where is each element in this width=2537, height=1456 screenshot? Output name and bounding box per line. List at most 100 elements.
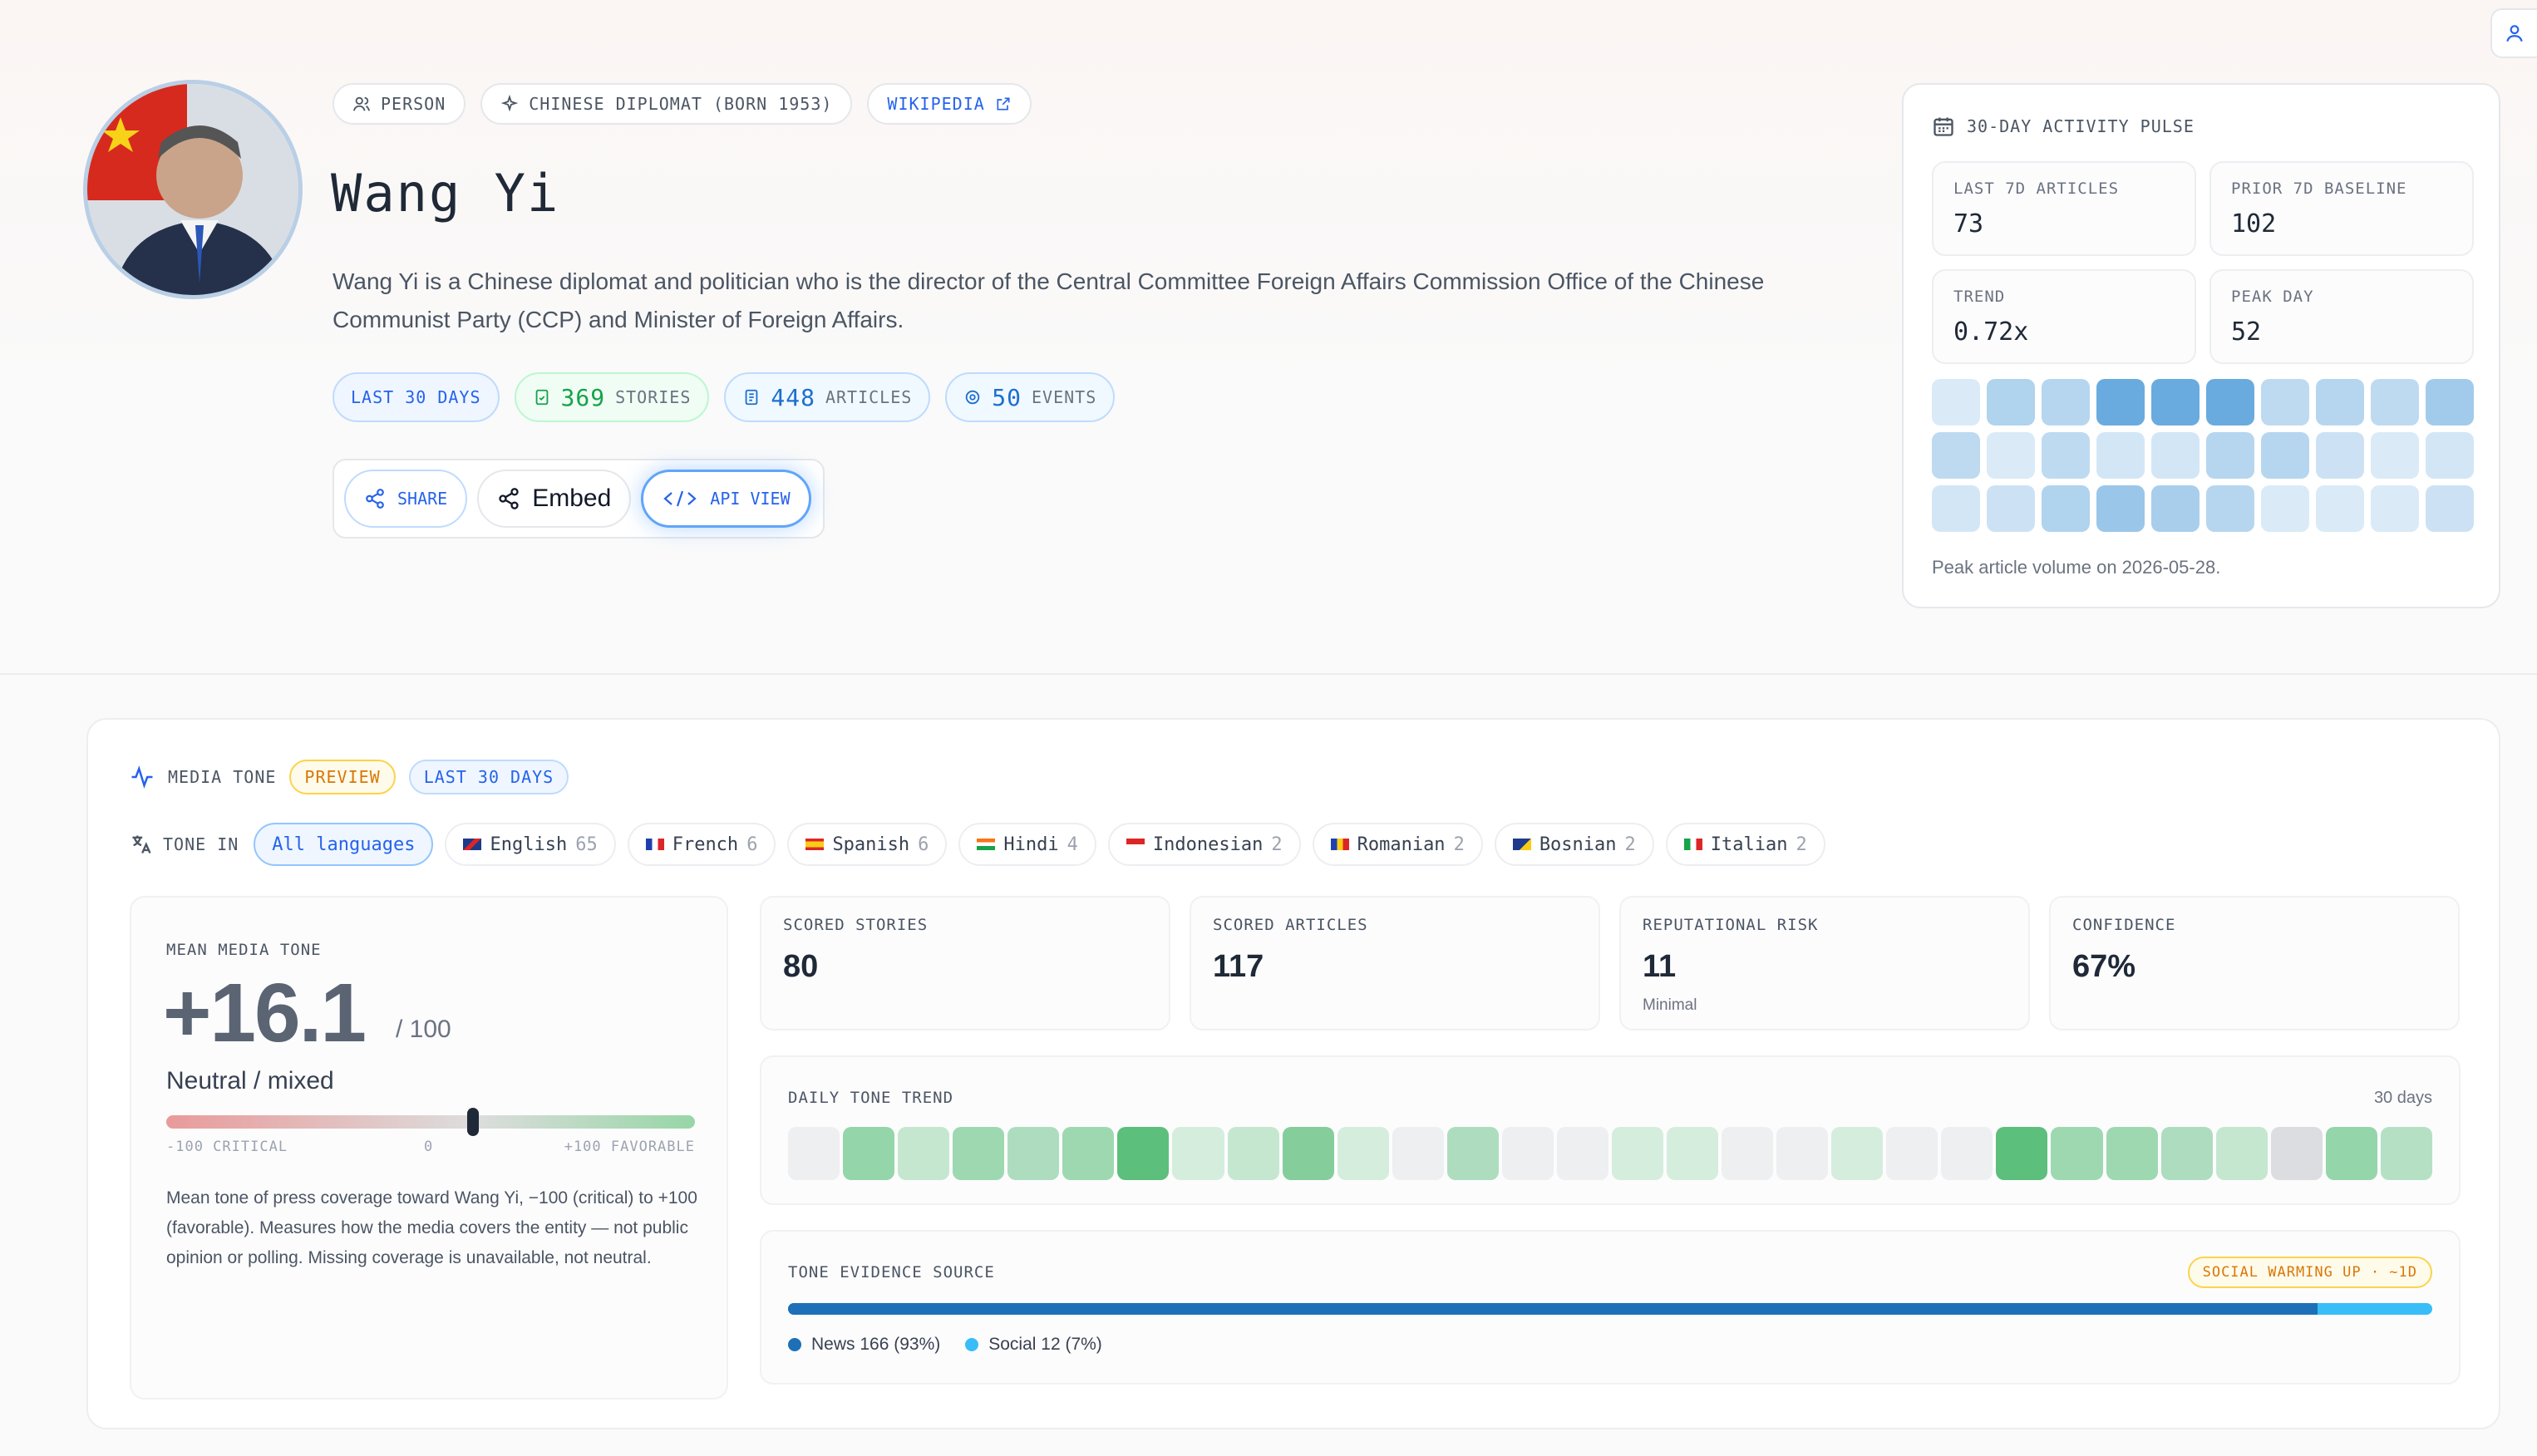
entity-type-label: PERSON — [381, 94, 446, 114]
heat-cell — [2096, 432, 2145, 479]
trend-cell — [898, 1127, 950, 1180]
scored-articles-box: SCORED ARTICLES 117 — [1190, 896, 1600, 1031]
mean-tone-value: +16.1 — [163, 967, 367, 1060]
avatar — [83, 80, 303, 299]
trend-cell — [1062, 1127, 1115, 1180]
flag-icon — [645, 839, 664, 850]
articles-count: 448 — [771, 383, 815, 411]
trend-cell — [1172, 1127, 1224, 1180]
heat-cell — [2096, 485, 2145, 532]
share-nodes-icon — [499, 488, 519, 509]
language-filter-gb[interactable]: English 65 — [445, 823, 616, 866]
daily-tone-trend: DAILY TONE TREND 30 days — [760, 1055, 2461, 1205]
risk-label: REPUTATIONAL RISK — [1643, 916, 1819, 934]
heat-cell — [2426, 432, 2474, 479]
scale-min-label: -100 CRITICAL — [166, 1139, 288, 1155]
prior7-baseline-box: PRIOR 7D BASELINE 102 — [2209, 161, 2474, 256]
entity-description: Wang Yi is a Chinese diplomat and politi… — [333, 268, 1765, 332]
events-stat: 50 EVENTS — [945, 372, 1116, 422]
trend-cell — [1941, 1127, 1993, 1180]
api-view-button[interactable]: API VIEW — [641, 470, 811, 528]
language-filter-ba[interactable]: Bosnian 2 — [1494, 823, 1654, 866]
trend-cell — [1831, 1127, 1884, 1180]
language-filter-it[interactable]: Italian 2 — [1665, 823, 1825, 866]
heat-cell — [1987, 432, 2035, 479]
flag-icon — [1126, 839, 1145, 850]
heat-cell — [2371, 432, 2419, 479]
trend-cell — [2325, 1127, 2377, 1180]
language-filter-id[interactable]: Indonesian 2 — [1107, 823, 1301, 866]
trend-cell — [1886, 1127, 1938, 1180]
flag-icon — [1683, 839, 1702, 850]
confidence-value: 67% — [2072, 949, 2136, 984]
language-filter-fr[interactable]: French 6 — [627, 823, 776, 866]
mean-tone-panel: MEAN MEDIA TONE +16.1 / 100 Neutral / mi… — [130, 896, 728, 1399]
peak-value: 52 — [2231, 317, 2262, 347]
activity-pulse-card: 30-DAY ACTIVITY PULSE LAST 7D ARTICLES 7… — [1902, 83, 2500, 608]
heat-cell — [1987, 379, 2035, 425]
scale-mid-label: 0 — [424, 1139, 434, 1155]
trend-cell — [843, 1127, 895, 1180]
events-label: EVENTS — [1032, 387, 1097, 407]
period-chip[interactable]: LAST 30 DAYS — [333, 372, 500, 422]
articles-stat: 448 ARTICLES — [724, 372, 931, 422]
entity-role-label: CHINESE DIPLOMAT (BORN 1953) — [529, 94, 833, 114]
tone-period-badge[interactable]: LAST 30 DAYS — [408, 760, 569, 794]
heat-cell — [2316, 379, 2364, 425]
trend-box: TREND 0.72x — [1932, 269, 2196, 364]
pulse-line-icon — [131, 765, 153, 789]
document-icon — [746, 389, 758, 406]
trend-cell — [1722, 1127, 1774, 1180]
trend-cell — [2051, 1127, 2103, 1180]
preview-badge: PREVIEW — [289, 760, 396, 794]
share-button[interactable]: SHARE — [344, 470, 468, 528]
trend-cell — [1392, 1127, 1444, 1180]
prior7-value: 102 — [2231, 209, 2277, 239]
trend-cell — [1611, 1127, 1663, 1180]
prior7-label: PRIOR 7D BASELINE — [2231, 180, 2407, 198]
daily-trend-days: 30 days — [2373, 1089, 2432, 1107]
language-filter-ro[interactable]: Romanian 2 — [1312, 823, 1483, 866]
heat-cell — [1987, 485, 2035, 532]
language-filter-in[interactable]: Hindi 4 — [958, 823, 1096, 866]
wikipedia-label: WIKIPEDIA — [887, 94, 985, 114]
external-link-icon — [997, 97, 1010, 111]
heat-cell — [2206, 379, 2254, 425]
translate-icon — [132, 835, 151, 853]
tone-in-label: TONE IN — [130, 833, 239, 856]
heat-cell — [2261, 432, 2309, 479]
scored-stories-box: SCORED STORIES 80 — [760, 896, 1170, 1031]
heat-cell — [2042, 379, 2090, 425]
heat-cell — [1932, 432, 1980, 479]
last7-label: LAST 7D ARTICLES — [1953, 180, 2120, 198]
sentiment-label: Neutral / mixed — [166, 1067, 334, 1094]
heat-cell — [2371, 485, 2419, 532]
embed-button[interactable]: Embed — [477, 470, 632, 528]
code-icon — [663, 490, 697, 507]
action-bar: SHARE Embed API VIEW — [333, 459, 825, 539]
stories-stat: 369 STORIES — [514, 372, 710, 422]
person-icon — [352, 96, 371, 111]
language-filter-es[interactable]: Spanish 6 — [787, 823, 948, 866]
confidence-box: CONFIDENCE 67% — [2049, 896, 2460, 1031]
trend-cell — [1227, 1127, 1279, 1180]
trend-cell — [788, 1127, 840, 1180]
social-dot — [965, 1338, 979, 1351]
wikipedia-link[interactable]: WIKIPEDIA — [867, 83, 1032, 125]
tone-scale-marker — [467, 1108, 480, 1136]
heat-cell — [2261, 379, 2309, 425]
heat-cell — [2151, 485, 2200, 532]
user-menu-button[interactable] — [2490, 8, 2537, 58]
pulse-title: 30-DAY ACTIVITY PULSE — [1967, 116, 2195, 136]
language-filter-all[interactable]: All languages — [254, 823, 434, 866]
media-tone-title: MEDIA TONE — [168, 767, 277, 787]
flag-icon — [977, 839, 996, 850]
news-share-segment — [788, 1303, 2318, 1315]
entity-role-chip: CHINESE DIPLOMAT (BORN 1953) — [480, 83, 853, 125]
risk-sub-label: Minimal — [1643, 996, 1697, 1014]
trend-cell — [1667, 1127, 1719, 1180]
daily-trend-label: DAILY TONE TREND — [788, 1089, 954, 1107]
mean-tone-label: MEAN MEDIA TONE — [166, 941, 322, 959]
activity-heatmap — [1932, 379, 2474, 532]
heat-cell — [2371, 379, 2419, 425]
